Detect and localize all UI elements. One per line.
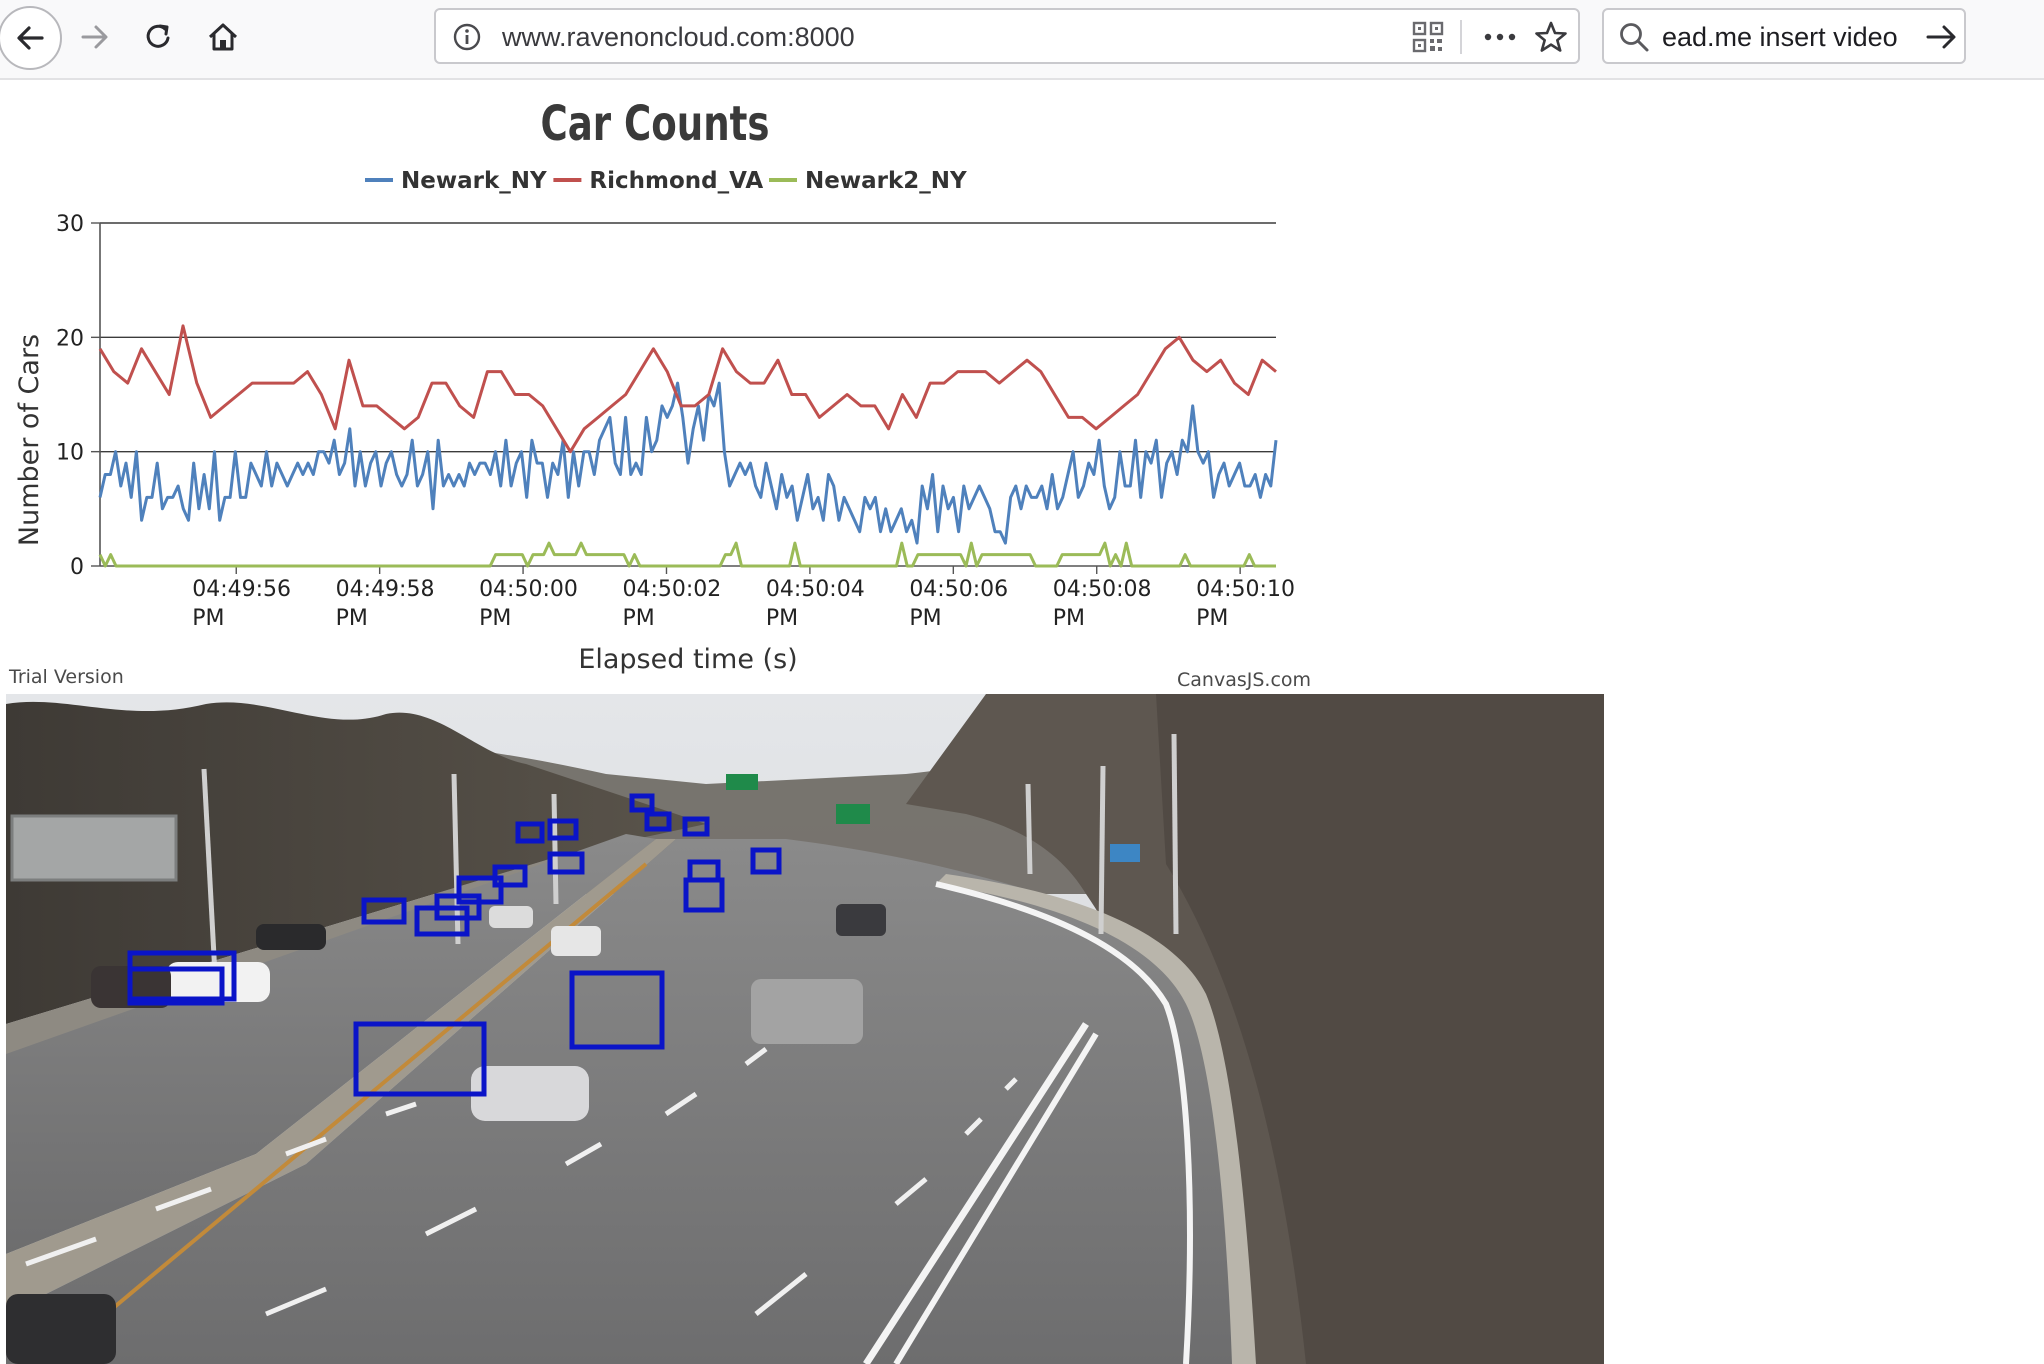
- url-bar[interactable]: www.ravenoncloud.com:8000: [434, 8, 1580, 64]
- y-axis: 0 10 20 30: [56, 212, 101, 580]
- lane-line-solid-2: [893, 1032, 1099, 1364]
- series-line-newark2-ny: [98, 541, 1276, 568]
- legend-entry: Newark2_NY: [805, 168, 967, 194]
- x-tick-label-ampm: PM: [479, 606, 511, 631]
- home-button[interactable]: [192, 6, 254, 68]
- more-actions-icon[interactable]: [1480, 22, 1520, 52]
- x-tick-label-ampm: PM: [336, 606, 368, 631]
- arrow-left-icon: [17, 26, 44, 50]
- x-tick-label-ampm: PM: [909, 606, 941, 631]
- legend-entry: Newark_NY: [401, 168, 547, 194]
- blue-sign: [1110, 844, 1140, 862]
- chart-gridlines: [100, 222, 1276, 453]
- chart-series-lines: [98, 324, 1278, 568]
- url-text: www.ravenoncloud.com:8000: [502, 22, 855, 52]
- qr-code-icon[interactable]: [1412, 21, 1444, 53]
- x-tick-label-time: 04:50:00: [479, 577, 578, 602]
- series-line-richmond-va: [98, 324, 1277, 454]
- x-tick-label-ampm: PM: [1196, 606, 1228, 631]
- vehicles: [6, 904, 886, 1364]
- reload-icon: [146, 24, 170, 48]
- lane-line-yellow: [44, 862, 648, 1364]
- x-tick-label-time: 04:50:02: [622, 577, 721, 602]
- home-icon: [208, 23, 238, 51]
- y-tick-label: 30: [56, 212, 84, 237]
- trees-left: [6, 701, 706, 1024]
- x-tick-label-ampm: PM: [1053, 606, 1085, 631]
- search-bar[interactable]: ead.me insert video: [1602, 8, 1966, 64]
- trial-version-note: Trial Version: [9, 666, 124, 688]
- x-tick-label-time: 04:49:56: [192, 577, 291, 602]
- y-tick-label: 0: [70, 555, 84, 580]
- x-tick-label-time: 04:50:06: [909, 577, 1008, 602]
- edge-line: [935, 881, 1193, 1364]
- canvasjs-credit-link[interactable]: CanvasJS.com: [1177, 669, 1312, 691]
- search-input-value: ead.me insert video: [1662, 22, 1898, 52]
- x-axis-label: Elapsed time (s): [578, 644, 797, 675]
- dashed-lanes: [25, 1047, 1018, 1317]
- y-tick-label: 10: [56, 441, 84, 466]
- green-sign: [726, 774, 758, 790]
- url-divider: [1460, 20, 1462, 54]
- x-tick-label-time: 04:49:58: [336, 577, 435, 602]
- bookmark-star-icon[interactable]: [1534, 20, 1568, 54]
- green-sign-2: [836, 804, 870, 824]
- info-icon[interactable]: [452, 22, 482, 52]
- x-tick-label-ampm: PM: [766, 606, 798, 631]
- y-axis-label: Number of Cars: [14, 334, 45, 546]
- x-tick-label-time: 04:50:08: [1053, 577, 1152, 602]
- chart-legend: Newark_NY Richmond_VA Newark2_NY: [365, 168, 967, 194]
- back-button[interactable]: [0, 6, 62, 70]
- chart-title: Car Counts: [540, 95, 769, 152]
- median-barrier: [6, 839, 676, 1314]
- arrow-right-icon: [81, 25, 108, 49]
- go-arrow-icon[interactable]: [1924, 21, 1958, 53]
- detection-boxes: [127, 793, 782, 1097]
- y-tick-label: 20: [56, 326, 84, 351]
- trees-right-dense: [1156, 694, 1604, 1364]
- car-counts-chart: Car Counts Newark_NY Richmond_VA Newark2_N…: [14, 95, 1295, 675]
- camera-frame: [6, 694, 1604, 1364]
- browser-toolbar: www.ravenoncloud.com:8000 ead.me insert …: [0, 0, 2044, 80]
- x-axis: 04:49:56 PM 04:49:58 PM 04:50:00 PM 04:50:02 PM…: [100, 565, 1295, 631]
- x-tick-label-time: 04:50:10: [1196, 577, 1295, 602]
- x-tick-label-ampm: PM: [622, 606, 654, 631]
- forward-button[interactable]: [64, 6, 126, 68]
- reload-button[interactable]: [128, 6, 190, 68]
- search-icon: [1620, 23, 1649, 52]
- lane-line-solid: [863, 1022, 1089, 1364]
- roadway-left: [6, 834, 656, 1254]
- series-line-newark-ny: [98, 381, 1278, 545]
- x-tick-label-ampm: PM: [192, 606, 224, 631]
- roadway-right: [6, 839, 1236, 1364]
- legend-entry: Richmond_VA: [589, 168, 763, 194]
- traffic-camera-feed: [6, 694, 1604, 1364]
- x-tick-label-time: 04:50:04: [766, 577, 865, 602]
- overhead-sign: [10, 814, 178, 882]
